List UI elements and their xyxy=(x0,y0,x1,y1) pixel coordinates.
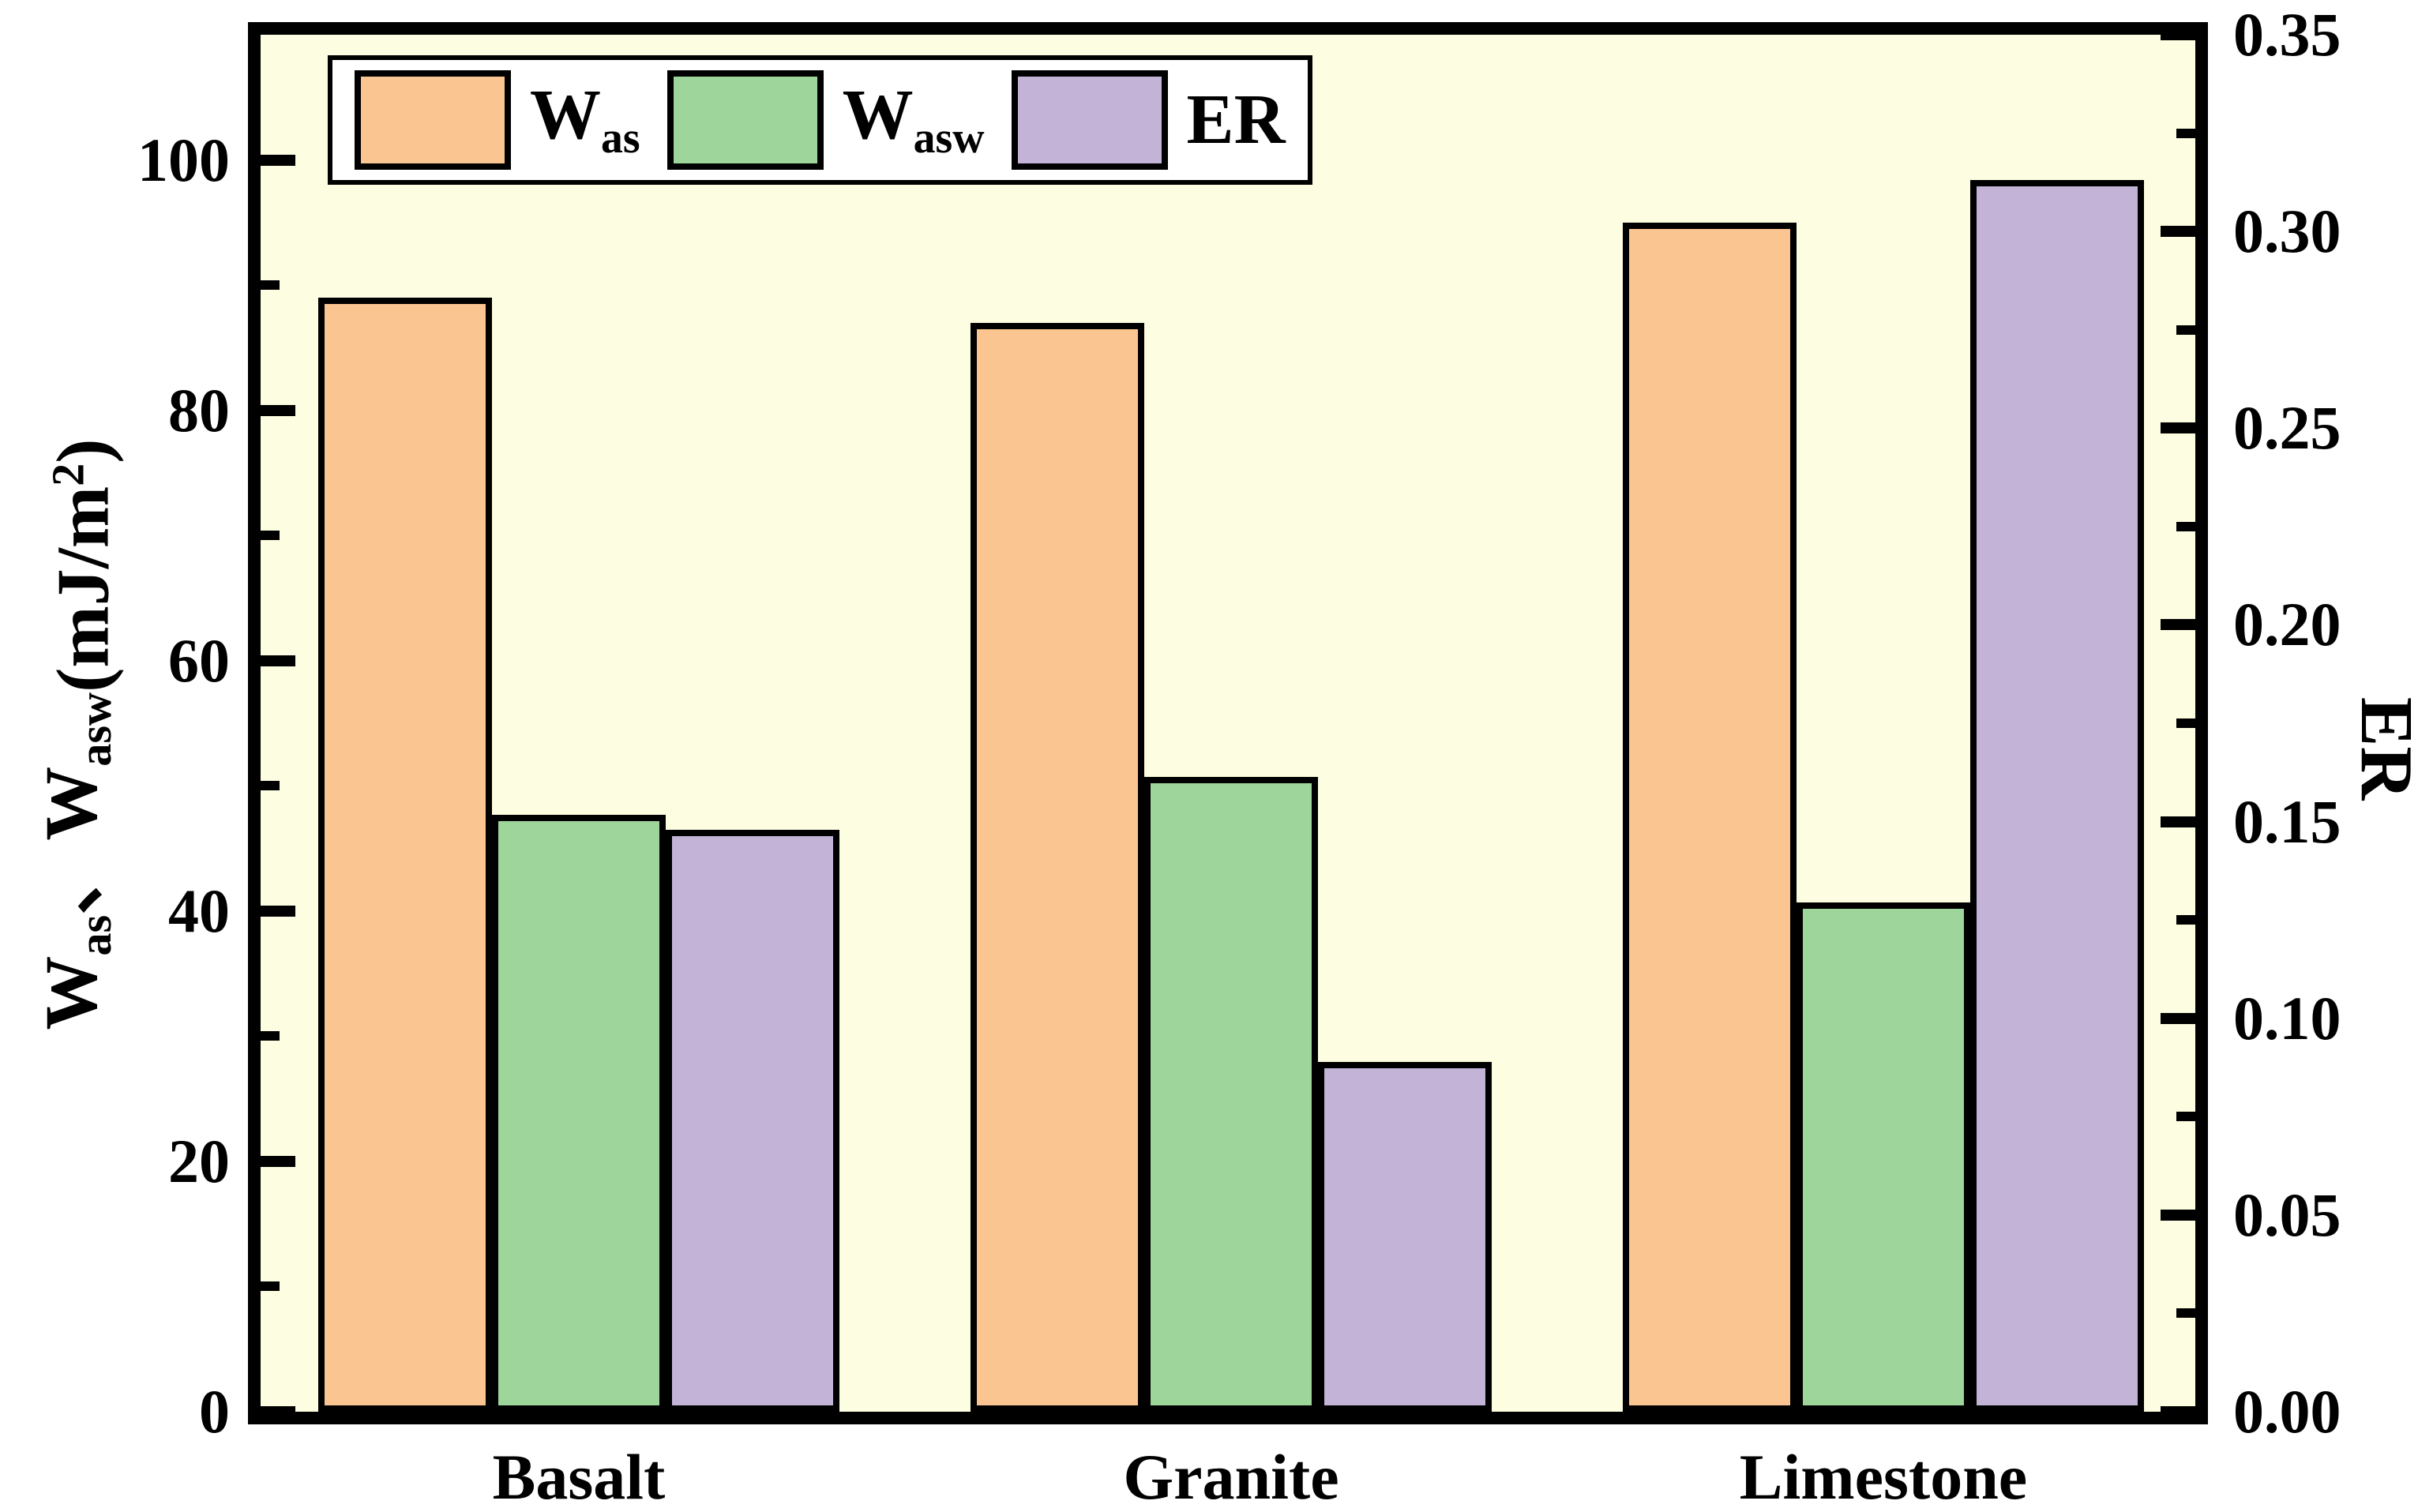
text-part: as xyxy=(69,914,122,956)
legend-label-was: Was xyxy=(530,79,640,163)
bar-was-limestone xyxy=(1623,223,1797,1412)
legend-item-er: ER xyxy=(1011,70,1286,170)
text-part: asw xyxy=(69,692,122,767)
right-axis-tick-label: 0.15 xyxy=(2233,787,2341,856)
bar-was-granite xyxy=(971,323,1144,1412)
right-axis-minor-tick xyxy=(2176,129,2195,138)
right-axis-tick-label: 0.30 xyxy=(2233,197,2341,265)
left-axis-tick-label: 100 xyxy=(137,126,230,194)
text-part: 2 xyxy=(42,463,94,486)
left-axis-title: Was、Wasw(mJ/m2) xyxy=(31,438,125,1030)
text-part: (mJ/m xyxy=(42,486,125,692)
left-axis-minor-tick xyxy=(261,280,280,290)
plot-area: Was Wasw ER xyxy=(248,22,2208,1424)
text-part: W xyxy=(530,75,601,154)
text-part: W xyxy=(30,766,113,841)
legend-swatch-er xyxy=(1011,70,1168,170)
right-axis-major-tick xyxy=(2161,422,2195,433)
right-axis-tick-label: 0.35 xyxy=(2233,0,2341,69)
x-axis-label-basalt: Basalt xyxy=(492,1441,666,1512)
legend-swatch-wasw xyxy=(666,70,824,170)
legend-label-er: ER xyxy=(1187,84,1286,156)
left-axis-major-tick xyxy=(261,155,295,166)
left-axis-major-tick xyxy=(261,655,295,666)
left-axis-tick-label: 0 xyxy=(199,1377,230,1446)
left-axis-major-tick xyxy=(261,1156,295,1167)
right-axis-minor-tick xyxy=(2176,325,2195,335)
bar-er-granite xyxy=(1318,1062,1492,1412)
legend-item-wasw: Wasw xyxy=(666,70,985,170)
text-part: W xyxy=(842,75,914,154)
x-axis-label-granite: Granite xyxy=(1123,1441,1339,1512)
bar-wasw-granite xyxy=(1144,777,1318,1412)
left-axis-minor-tick xyxy=(261,1281,280,1291)
text-part: asw xyxy=(913,113,985,163)
left-axis-tick-label: 40 xyxy=(168,876,230,945)
left-axis-major-tick xyxy=(261,1406,295,1417)
right-axis-minor-tick xyxy=(2176,1112,2195,1121)
right-axis-major-tick xyxy=(2161,1406,2195,1417)
text-part: as xyxy=(601,113,640,163)
bar-wasw-limestone xyxy=(1797,902,1970,1412)
left-axis-major-tick xyxy=(261,906,295,917)
right-axis-major-tick xyxy=(2161,29,2195,40)
right-axis-major-tick xyxy=(2161,1013,2195,1024)
right-axis-major-tick xyxy=(2161,226,2195,237)
right-axis-major-tick xyxy=(2161,816,2195,827)
bar-er-limestone xyxy=(1970,180,2144,1412)
right-axis-minor-tick xyxy=(2176,1308,2195,1318)
right-axis-tick-label: 0.20 xyxy=(2233,590,2341,658)
right-axis-tick-label: 0.05 xyxy=(2233,1180,2341,1249)
left-axis-minor-tick xyxy=(261,1031,280,1041)
right-axis-minor-tick xyxy=(2176,915,2195,925)
right-axis-tick-label: 0.10 xyxy=(2233,984,2341,1052)
text-part: ER xyxy=(1186,81,1286,159)
right-axis-tick-label: 0.25 xyxy=(2233,393,2341,462)
x-axis-label-limestone: Limestone xyxy=(1739,1441,2028,1512)
bar-was-basalt xyxy=(318,298,492,1412)
bar-er-basalt xyxy=(666,830,839,1412)
legend-item-was: Was xyxy=(355,70,640,170)
bar-wasw-basalt xyxy=(492,815,666,1412)
text-part: 、 xyxy=(30,840,113,915)
legend-swatch-was xyxy=(355,70,511,170)
left-axis-tick-label: 20 xyxy=(168,1127,230,1195)
right-axis-title: ER xyxy=(2345,696,2427,801)
left-axis-major-tick xyxy=(261,405,295,416)
left-axis-tick-label: 60 xyxy=(168,626,230,695)
legend: Was Wasw ER xyxy=(328,55,1312,185)
legend-label-wasw: Wasw xyxy=(843,79,985,163)
right-axis-minor-tick xyxy=(2176,522,2195,531)
right-axis-major-tick xyxy=(2161,619,2195,630)
right-axis-minor-tick xyxy=(2176,718,2195,728)
left-axis-minor-tick xyxy=(261,531,280,540)
right-axis-major-tick xyxy=(2161,1210,2195,1221)
text-part: W xyxy=(30,955,113,1030)
right-axis-tick-label: 0.00 xyxy=(2233,1377,2341,1446)
left-axis-minor-tick xyxy=(261,781,280,790)
left-axis-tick-label: 80 xyxy=(168,376,230,445)
text-part: ) xyxy=(42,438,125,463)
